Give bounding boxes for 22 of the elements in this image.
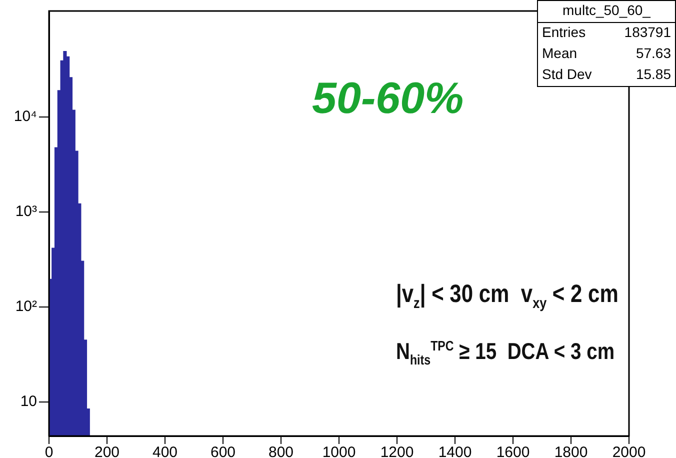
annotation: multc_50_60_	[538, 1, 675, 23]
x-tick-label: 400	[152, 444, 178, 458]
x-tick-label: 800	[268, 444, 294, 458]
annotation: N$_{hits}$$^{TPC}$ ≥ 15 DCA < 3 cm	[396, 338, 615, 368]
x-tick-label: 1200	[380, 444, 414, 458]
y-tick-label: 10³	[15, 203, 37, 220]
text: Std Dev 15.85	[542, 66, 671, 82]
x-tick-label: 600	[210, 444, 236, 458]
x-tick-label: 1000	[322, 444, 356, 458]
x-tick-label: 2000	[612, 444, 646, 458]
text: Entries 183791	[542, 24, 671, 40]
annotation: |v$_{z}$| < 30 cm v$_{xy}$ < 2 cm	[396, 280, 618, 312]
y-tick-label: 10²	[15, 298, 37, 316]
x-tick-label: 200	[94, 444, 120, 458]
x-tick-label: 1600	[496, 444, 530, 458]
y-tick-label: 10⁴	[14, 108, 37, 126]
x-tick-label: 1400	[438, 444, 472, 458]
x-tick-label: 0	[44, 444, 54, 458]
annotation: 50-60%	[312, 74, 464, 124]
y-tick-label: 10	[20, 393, 37, 410]
text: Mean 57.63	[542, 45, 671, 61]
x-tick-label: 1800	[554, 444, 588, 458]
